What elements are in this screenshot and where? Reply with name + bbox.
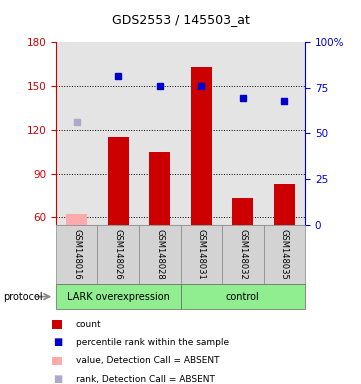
Bar <box>149 152 170 225</box>
Text: GSM148031: GSM148031 <box>197 229 206 280</box>
Text: percentile rank within the sample: percentile rank within the sample <box>76 338 229 347</box>
Bar <box>232 199 253 225</box>
Bar <box>274 184 295 225</box>
Text: LARK overexpression: LARK overexpression <box>67 291 170 302</box>
Text: GDS2553 / 145503_at: GDS2553 / 145503_at <box>112 13 249 26</box>
Text: rank, Detection Call = ABSENT: rank, Detection Call = ABSENT <box>76 375 215 384</box>
Text: count: count <box>76 319 101 329</box>
Bar <box>56 42 97 225</box>
Text: GSM148028: GSM148028 <box>155 229 164 280</box>
Bar <box>191 67 212 225</box>
Text: GSM148035: GSM148035 <box>280 229 289 280</box>
Text: protocol: protocol <box>4 291 43 302</box>
Bar <box>180 42 222 225</box>
Text: GSM148026: GSM148026 <box>114 229 123 280</box>
Bar <box>222 42 264 225</box>
Bar <box>108 137 129 225</box>
Bar <box>97 42 139 225</box>
Text: ■: ■ <box>53 374 62 384</box>
Bar <box>66 214 87 225</box>
Text: value, Detection Call = ABSENT: value, Detection Call = ABSENT <box>76 356 219 366</box>
Text: control: control <box>226 291 260 302</box>
Bar <box>264 42 305 225</box>
Text: GSM148016: GSM148016 <box>72 229 81 280</box>
Text: ■: ■ <box>53 338 62 348</box>
Bar <box>139 42 180 225</box>
Text: GSM148032: GSM148032 <box>238 229 247 280</box>
